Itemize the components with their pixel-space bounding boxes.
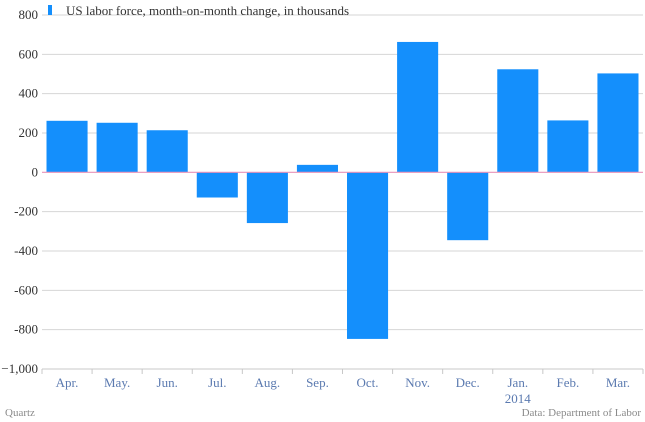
x-year-label: 2014 [505, 391, 532, 406]
x-tick-label: Apr. [56, 375, 79, 390]
bar [46, 120, 88, 173]
legend-label: US labor force, month-on-month change, i… [66, 3, 349, 18]
x-tick-label: May. [104, 375, 130, 390]
gridlines [42, 14, 643, 370]
y-tick-label: 0 [32, 164, 39, 179]
legend-swatch [48, 5, 52, 15]
y-axis-tick-labels: 800 600 400 200 0 -200 -400 -600 -800 −1,000 [1, 7, 38, 376]
bar [597, 73, 639, 173]
y-tick-label: -400 [14, 243, 38, 258]
bar [246, 172, 288, 224]
x-tick-label: Dec. [456, 375, 480, 390]
y-tick-label: 200 [19, 125, 39, 140]
x-tick-label: Jun. [157, 375, 178, 390]
bars [46, 41, 639, 339]
x-tick-label: Mar. [606, 375, 630, 390]
data-source: Data: Department of Labor [522, 407, 642, 419]
bar [296, 164, 338, 173]
y-tick-label: 400 [19, 86, 39, 101]
x-tick-label: Feb. [557, 375, 580, 390]
y-tick-label: -800 [14, 322, 38, 337]
y-tick-label: −1,000 [1, 361, 38, 376]
y-tick-label: 800 [19, 7, 39, 22]
x-tick-label: Jan. [507, 375, 528, 390]
bar [497, 69, 539, 173]
bar [397, 41, 439, 173]
x-tick-label: Oct. [357, 375, 379, 390]
bar [547, 120, 589, 173]
source-credit: Quartz [5, 407, 35, 419]
bar [146, 130, 188, 173]
x-tick-label: Jul. [208, 375, 226, 390]
bar [196, 172, 238, 198]
y-tick-label: -600 [14, 282, 38, 297]
x-axis-tick-labels: Apr. May. Jun. Jul. Aug. Sep. Oct. Nov. Dec. Jan.… [41, 368, 644, 406]
legend: US labor force, month-on-month change, i… [48, 3, 349, 18]
bar [347, 172, 389, 339]
x-tick-label: Sep. [306, 375, 329, 390]
bar [447, 172, 489, 241]
y-tick-label: -200 [14, 204, 38, 219]
x-tick-label: Aug. [255, 375, 281, 390]
x-tick-label: Nov. [405, 375, 430, 390]
bar [96, 122, 138, 173]
y-tick-label: 600 [19, 46, 39, 61]
